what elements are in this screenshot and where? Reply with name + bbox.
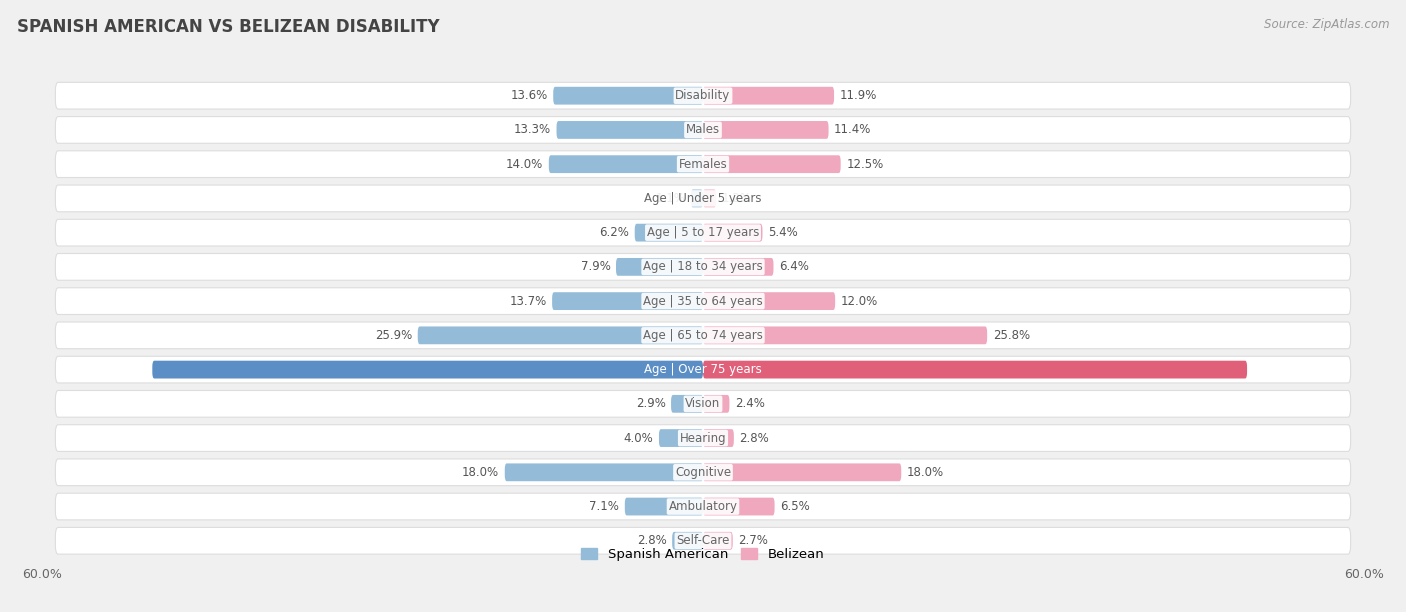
Text: 18.0%: 18.0% [907, 466, 943, 479]
Text: Cognitive: Cognitive [675, 466, 731, 479]
Text: Age | Under 5 years: Age | Under 5 years [644, 192, 762, 205]
Text: Males: Males [686, 124, 720, 136]
Text: Hearing: Hearing [679, 431, 727, 444]
Text: Disability: Disability [675, 89, 731, 102]
FancyBboxPatch shape [55, 288, 1351, 315]
Text: 1.2%: 1.2% [721, 192, 752, 205]
FancyBboxPatch shape [152, 360, 703, 378]
Text: Vision: Vision [685, 397, 721, 410]
FancyBboxPatch shape [703, 87, 834, 105]
FancyBboxPatch shape [703, 360, 1247, 378]
FancyBboxPatch shape [703, 190, 716, 207]
FancyBboxPatch shape [703, 532, 733, 550]
Text: 2.7%: 2.7% [738, 534, 768, 547]
Text: Age | 5 to 17 years: Age | 5 to 17 years [647, 226, 759, 239]
FancyBboxPatch shape [703, 395, 730, 412]
FancyBboxPatch shape [703, 292, 835, 310]
FancyBboxPatch shape [557, 121, 703, 139]
Text: Age | Over 75 years: Age | Over 75 years [644, 363, 762, 376]
Text: 6.2%: 6.2% [599, 226, 630, 239]
Text: 7.9%: 7.9% [581, 260, 610, 274]
FancyBboxPatch shape [634, 224, 703, 242]
FancyBboxPatch shape [55, 493, 1351, 520]
Text: 2.9%: 2.9% [636, 397, 665, 410]
Text: 49.4%: 49.4% [1253, 363, 1289, 376]
FancyBboxPatch shape [703, 121, 828, 139]
Text: Females: Females [679, 158, 727, 171]
FancyBboxPatch shape [703, 224, 762, 242]
Text: 18.0%: 18.0% [463, 466, 499, 479]
Text: 6.4%: 6.4% [779, 260, 808, 274]
Text: 2.8%: 2.8% [637, 534, 666, 547]
FancyBboxPatch shape [553, 87, 703, 105]
Text: 2.8%: 2.8% [740, 431, 769, 444]
FancyBboxPatch shape [672, 532, 703, 550]
FancyBboxPatch shape [55, 116, 1351, 143]
Text: Age | 18 to 34 years: Age | 18 to 34 years [643, 260, 763, 274]
FancyBboxPatch shape [659, 429, 703, 447]
FancyBboxPatch shape [55, 356, 1351, 383]
Text: Ambulatory: Ambulatory [668, 500, 738, 513]
FancyBboxPatch shape [55, 322, 1351, 349]
Text: 13.6%: 13.6% [510, 89, 548, 102]
FancyBboxPatch shape [55, 528, 1351, 554]
FancyBboxPatch shape [690, 190, 703, 207]
FancyBboxPatch shape [55, 459, 1351, 486]
FancyBboxPatch shape [55, 425, 1351, 452]
FancyBboxPatch shape [671, 395, 703, 412]
Text: 1.1%: 1.1% [655, 192, 685, 205]
FancyBboxPatch shape [55, 390, 1351, 417]
Text: 6.5%: 6.5% [780, 500, 810, 513]
Legend: Spanish American, Belizean: Spanish American, Belizean [582, 548, 824, 561]
Text: 4.0%: 4.0% [624, 431, 654, 444]
Text: 14.0%: 14.0% [506, 158, 543, 171]
Text: Age | 35 to 64 years: Age | 35 to 64 years [643, 294, 763, 308]
FancyBboxPatch shape [505, 463, 703, 481]
Text: Source: ZipAtlas.com: Source: ZipAtlas.com [1264, 18, 1389, 31]
FancyBboxPatch shape [703, 463, 901, 481]
FancyBboxPatch shape [624, 498, 703, 515]
Text: 5.4%: 5.4% [768, 226, 797, 239]
Text: 25.9%: 25.9% [375, 329, 412, 342]
Text: 7.1%: 7.1% [589, 500, 619, 513]
FancyBboxPatch shape [418, 326, 703, 345]
FancyBboxPatch shape [548, 155, 703, 173]
Text: 13.7%: 13.7% [509, 294, 547, 308]
Text: SPANISH AMERICAN VS BELIZEAN DISABILITY: SPANISH AMERICAN VS BELIZEAN DISABILITY [17, 18, 440, 36]
Text: Age | 65 to 74 years: Age | 65 to 74 years [643, 329, 763, 342]
FancyBboxPatch shape [55, 83, 1351, 109]
FancyBboxPatch shape [553, 292, 703, 310]
Text: 2.4%: 2.4% [735, 397, 765, 410]
FancyBboxPatch shape [616, 258, 703, 276]
FancyBboxPatch shape [703, 498, 775, 515]
Text: 50.0%: 50.0% [110, 363, 146, 376]
Text: Self-Care: Self-Care [676, 534, 730, 547]
FancyBboxPatch shape [55, 253, 1351, 280]
FancyBboxPatch shape [703, 429, 734, 447]
FancyBboxPatch shape [55, 151, 1351, 177]
Text: 11.4%: 11.4% [834, 124, 872, 136]
Text: 12.5%: 12.5% [846, 158, 883, 171]
Text: 13.3%: 13.3% [513, 124, 551, 136]
FancyBboxPatch shape [55, 185, 1351, 212]
FancyBboxPatch shape [703, 326, 987, 345]
Text: 25.8%: 25.8% [993, 329, 1029, 342]
FancyBboxPatch shape [703, 258, 773, 276]
Text: 11.9%: 11.9% [839, 89, 877, 102]
Text: 12.0%: 12.0% [841, 294, 877, 308]
FancyBboxPatch shape [703, 155, 841, 173]
FancyBboxPatch shape [55, 219, 1351, 246]
